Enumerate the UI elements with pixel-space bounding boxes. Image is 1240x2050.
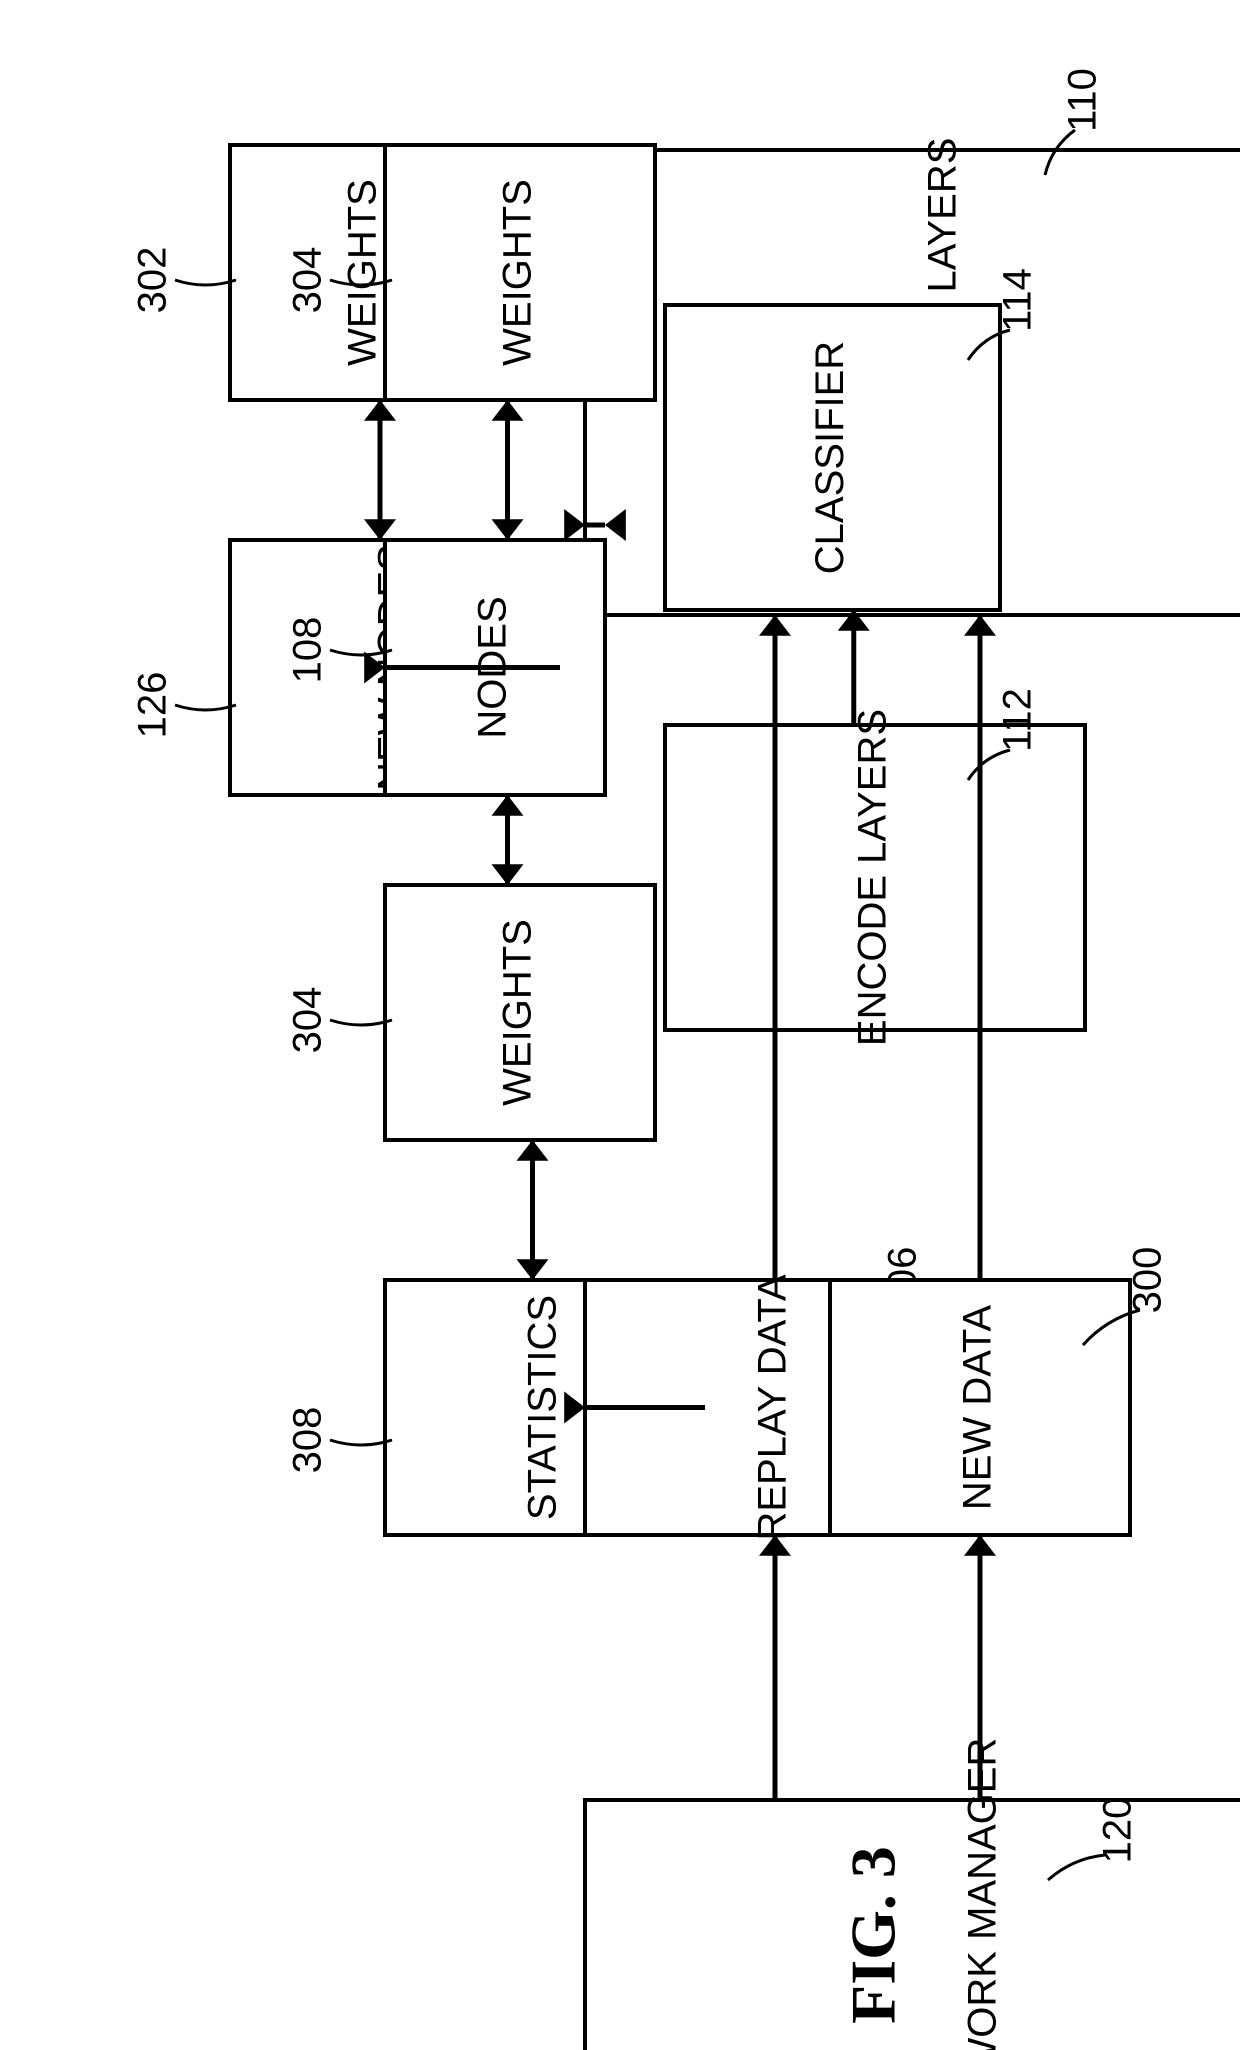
layers-ref: 110 <box>1061 68 1105 132</box>
figure-caption: FIG. 3 <box>838 1846 909 2024</box>
weights_b-label: WEIGHTS <box>496 179 540 366</box>
new_data-ref: 300 <box>1126 1247 1170 1314</box>
layers-label: LAYERS <box>921 138 965 293</box>
arrow-weights_a-new_nodes <box>364 400 396 540</box>
statistics-label: STATISTICS <box>521 1295 565 1520</box>
encode-ref: 112 <box>996 688 1040 752</box>
new_nodes-ref: 126 <box>131 672 175 739</box>
manager-box: NEURAL NETWORK MANAGER 120 <box>585 1738 1240 2050</box>
arrow-weights_c-statistics <box>517 1140 549 1280</box>
manager-label: NEURAL NETWORK MANAGER <box>961 1738 1005 2050</box>
arrow-manager-replay <box>759 1535 791 1800</box>
weights_c-box: WEIGHTS 304 <box>286 885 655 1140</box>
encode-box: ENCODE LAYERS 112 <box>665 688 1085 1046</box>
statistics-ref: 308 <box>286 1407 330 1474</box>
nodes-ref: 108 <box>286 617 330 684</box>
weights_a-label: WEIGHTS <box>341 179 385 366</box>
new_data-label: NEW DATA <box>956 1305 1000 1510</box>
classifier-label: CLASSIFIER <box>808 341 852 574</box>
encode-label: ENCODE LAYERS <box>851 709 895 1046</box>
new_data-box: NEW DATA 300 <box>830 1247 1170 1535</box>
neural-network-diagram: LAYERS 110 CLASSIFIER 114 ENCODE LAYERS 112 WE… <box>0 0 1240 2050</box>
weights_b-ref: 304 <box>286 247 330 314</box>
replay-label: REPLAY DATA <box>751 1274 795 1540</box>
arrow-nodes-weights_c <box>492 795 524 885</box>
weights_c-label: WEIGHTS <box>496 919 540 1106</box>
classifier-ref: 114 <box>996 268 1040 332</box>
arrow-weights_b-nodes <box>492 400 524 540</box>
weights_c-ref: 304 <box>286 987 330 1054</box>
arrow-encode-classifier <box>838 610 870 725</box>
manager-ref: 120 <box>1096 1797 1140 1864</box>
classifier-box: CLASSIFIER 114 <box>665 268 1040 610</box>
weights_a-ref: 302 <box>131 247 175 314</box>
